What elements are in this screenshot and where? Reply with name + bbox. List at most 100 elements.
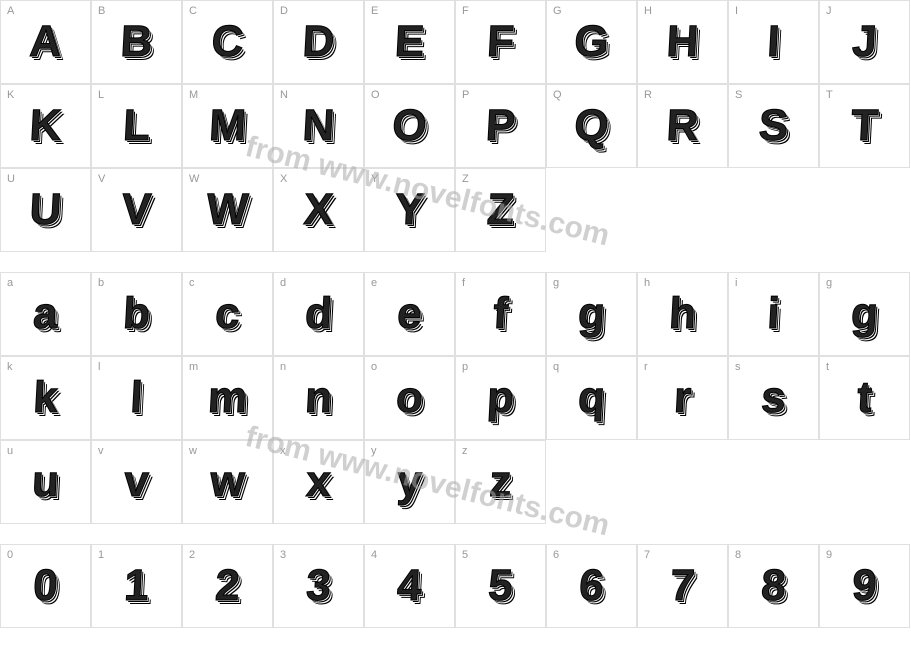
glyph-cell[interactable]: 44 <box>364 544 455 628</box>
glyph-cell[interactable]: NN <box>273 84 364 168</box>
glyph-cell[interactable]: oo <box>364 356 455 440</box>
glyph-cell[interactable]: ee <box>364 272 455 356</box>
glyph-cell[interactable]: 00 <box>0 544 91 628</box>
glyph-display: C <box>181 1 274 83</box>
glyph-cell[interactable]: gg <box>546 272 637 356</box>
glyph-cell[interactable]: bb <box>91 272 182 356</box>
glyph-cell[interactable]: nn <box>273 356 364 440</box>
glyph-display: v <box>90 441 183 523</box>
glyph-cell[interactable]: RR <box>637 84 728 168</box>
glyph-display: Q <box>545 85 638 167</box>
glyph-display: q <box>545 357 638 439</box>
glyph-cell[interactable]: AA <box>0 0 91 84</box>
glyph-display: M <box>181 85 274 167</box>
glyph-cell[interactable]: LL <box>91 84 182 168</box>
glyph-cell[interactable]: gg <box>819 272 910 356</box>
glyph-cell[interactable]: ff <box>455 272 546 356</box>
glyph-cell[interactable]: VV <box>91 168 182 252</box>
glyph-display: c <box>181 273 274 355</box>
glyph-cell[interactable]: 11 <box>91 544 182 628</box>
glyph-cell[interactable]: TT <box>819 84 910 168</box>
glyph-cell[interactable]: YY <box>364 168 455 252</box>
glyph-cell[interactable]: 66 <box>546 544 637 628</box>
glyph-display: I <box>727 1 820 83</box>
glyph-cell[interactable]: MM <box>182 84 273 168</box>
glyph-display: 7 <box>636 545 729 627</box>
glyph-cell[interactable]: cc <box>182 272 273 356</box>
glyph-cell[interactable]: GG <box>546 0 637 84</box>
glyph-cell[interactable]: dd <box>273 272 364 356</box>
glyph-cell[interactable]: rr <box>637 356 728 440</box>
glyph-cell[interactable]: 77 <box>637 544 728 628</box>
glyph-display: s <box>727 357 820 439</box>
glyph-cell[interactable]: KK <box>0 84 91 168</box>
glyph-cell[interactable]: ZZ <box>455 168 546 252</box>
glyph-display: T <box>818 85 911 167</box>
glyph-cell[interactable]: PP <box>455 84 546 168</box>
font-character-map: AABBCCDDEEFFGGHHIIJJ KKLLMMNNOOPPQQRRSSTT… <box>0 0 911 668</box>
glyph-cell[interactable]: ss <box>728 356 819 440</box>
glyph-display: b <box>90 273 183 355</box>
glyph-display: 3 <box>272 545 365 627</box>
glyph-cell[interactable]: ii <box>728 272 819 356</box>
glyph-display: k <box>0 357 92 439</box>
glyph-cell[interactable]: XX <box>273 168 364 252</box>
glyph-cell[interactable]: xx <box>273 440 364 524</box>
glyph-cell[interactable]: aa <box>0 272 91 356</box>
glyph-cell[interactable]: EE <box>364 0 455 84</box>
glyph-cell[interactable]: ww <box>182 440 273 524</box>
spacer-row <box>0 524 911 544</box>
glyph-display: L <box>90 85 183 167</box>
glyph-display: F <box>454 1 547 83</box>
glyph-display: u <box>0 441 92 523</box>
glyph-cell[interactable]: WW <box>182 168 273 252</box>
glyph-display: A <box>0 1 92 83</box>
glyph-cell[interactable]: FF <box>455 0 546 84</box>
glyph-display: Y <box>363 169 456 251</box>
glyph-cell[interactable]: hh <box>637 272 728 356</box>
glyph-display: w <box>181 441 274 523</box>
glyph-cell[interactable]: 88 <box>728 544 819 628</box>
glyph-cell[interactable]: UU <box>0 168 91 252</box>
glyph-display: g <box>545 273 638 355</box>
glyph-cell[interactable]: BB <box>91 0 182 84</box>
glyph-cell[interactable]: kk <box>0 356 91 440</box>
glyph-cell[interactable]: ll <box>91 356 182 440</box>
glyph-display: P <box>454 85 547 167</box>
glyph-display: E <box>363 1 456 83</box>
glyph-display: B <box>90 1 183 83</box>
glyph-row: uuvvwwxxyyzz <box>0 440 911 524</box>
glyph-cell[interactable]: HH <box>637 0 728 84</box>
glyph-cell[interactable]: 99 <box>819 544 910 628</box>
glyph-cell[interactable]: DD <box>273 0 364 84</box>
glyph-cell[interactable]: uu <box>0 440 91 524</box>
glyph-display: p <box>454 357 547 439</box>
glyph-cell[interactable]: OO <box>364 84 455 168</box>
glyph-cell[interactable]: pp <box>455 356 546 440</box>
glyph-cell[interactable]: CC <box>182 0 273 84</box>
glyph-cell[interactable]: qq <box>546 356 637 440</box>
glyph-display: 6 <box>545 545 638 627</box>
glyph-cell[interactable]: JJ <box>819 0 910 84</box>
glyph-display: 2 <box>181 545 274 627</box>
glyph-display: 1 <box>90 545 183 627</box>
glyph-cell[interactable]: 55 <box>455 544 546 628</box>
glyph-cell[interactable]: II <box>728 0 819 84</box>
glyph-display: O <box>363 85 456 167</box>
glyph-display: o <box>363 357 456 439</box>
glyph-cell[interactable]: zz <box>455 440 546 524</box>
glyph-cell[interactable]: yy <box>364 440 455 524</box>
glyph-display: S <box>727 85 820 167</box>
glyph-cell[interactable]: tt <box>819 356 910 440</box>
glyph-display: Z <box>454 169 547 251</box>
glyph-cell[interactable]: 33 <box>273 544 364 628</box>
glyph-cell[interactable]: QQ <box>546 84 637 168</box>
glyph-display: x <box>272 441 365 523</box>
glyph-display: f <box>454 273 547 355</box>
glyph-cell[interactable]: mm <box>182 356 273 440</box>
glyph-display: V <box>90 169 183 251</box>
glyph-cell[interactable]: vv <box>91 440 182 524</box>
glyph-cell[interactable]: SS <box>728 84 819 168</box>
glyph-cell[interactable]: 22 <box>182 544 273 628</box>
spacer-row <box>0 252 911 272</box>
